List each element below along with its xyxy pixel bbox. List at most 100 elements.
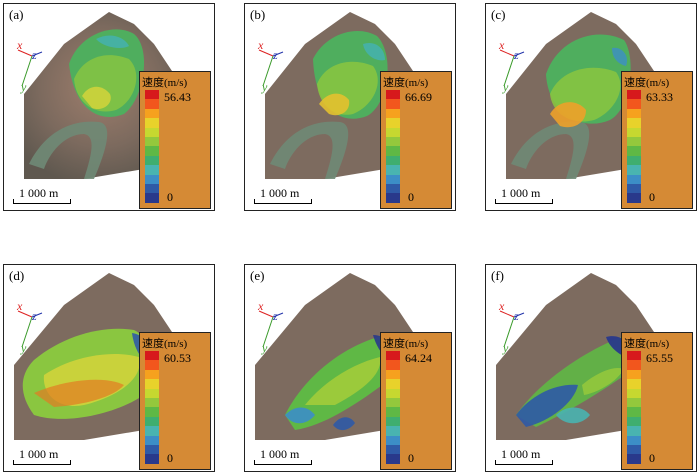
color-ramp-step — [386, 146, 400, 156]
color-ramp-step — [386, 397, 400, 408]
legend-min-value: 0 — [408, 190, 414, 204]
legend-title: 速度(m/s) — [624, 77, 670, 89]
panel-label: (b) — [250, 7, 266, 22]
color-ramp-step — [627, 146, 641, 156]
panel-label: (e) — [250, 268, 265, 283]
color-ramp-step — [627, 454, 641, 464]
color-ramp-step — [386, 351, 400, 361]
color-ramp-step — [145, 183, 159, 194]
scale-line — [13, 199, 71, 204]
color-ramp-step — [386, 90, 400, 100]
color-ramp-step — [386, 99, 400, 109]
color-ramp-step — [145, 416, 159, 427]
color-ramp — [386, 351, 400, 464]
color-ramp-step — [386, 360, 400, 370]
color-ramp — [145, 90, 159, 203]
velocity-legend: 速度(m/s) 63.33 0 — [621, 71, 693, 209]
legend-min-value: 0 — [167, 190, 173, 204]
scale-bar: 1 000 m — [495, 186, 553, 206]
color-ramp-step — [386, 183, 400, 194]
color-ramp-step — [145, 174, 159, 184]
axis-z-label: z — [514, 309, 519, 323]
color-ramp-step — [145, 136, 159, 147]
color-ramp-step — [145, 426, 159, 436]
axis-arrows-icon — [17, 310, 43, 348]
color-ramp-step — [386, 454, 400, 464]
scale-label: 1 000 m — [501, 447, 541, 461]
scale-bar: 1 000 m — [13, 186, 71, 206]
color-ramp-step — [145, 435, 159, 445]
axis-triad: x z y — [12, 38, 58, 96]
color-ramp-step — [386, 407, 400, 417]
legend-min-value: 0 — [167, 451, 173, 465]
color-ramp — [627, 90, 641, 203]
axis-y-label: y — [503, 341, 509, 355]
velocity-legend: 速度(m/s) 60.53 0 — [139, 332, 211, 470]
axis-x-label: x — [258, 38, 264, 52]
legend-title: 速度(m/s) — [383, 77, 429, 89]
color-ramp-step — [627, 435, 641, 445]
scale-bar: 1 000 m — [254, 447, 312, 467]
color-ramp-step — [386, 108, 400, 119]
color-ramp-step — [145, 360, 159, 370]
panel-a: (a) x z y 速度(m/s) 56.43 0 1 000 m — [3, 3, 215, 211]
color-ramp-step — [386, 444, 400, 455]
color-ramp-step — [627, 407, 641, 417]
color-ramp-step — [386, 193, 400, 203]
color-ramp — [386, 90, 400, 203]
color-ramp-step — [627, 108, 641, 119]
color-ramp-step — [386, 155, 400, 166]
legend-max-value: 65.55 — [646, 351, 673, 365]
color-ramp-step — [145, 118, 159, 128]
legend-max-value: 64.24 — [405, 351, 432, 365]
color-ramp-step — [627, 127, 641, 137]
color-ramp-step — [627, 136, 641, 147]
axis-arrows-icon — [17, 49, 43, 87]
legend-title: 速度(m/s) — [142, 77, 188, 89]
panel-b: (b) x z y 速度(m/s) 66.69 0 1 000 m — [244, 3, 456, 211]
velocity-legend: 速度(m/s) 65.55 0 — [621, 332, 693, 470]
axis-x-label: x — [499, 299, 505, 313]
scale-label: 1 000 m — [19, 447, 59, 461]
color-ramp-step — [145, 388, 159, 398]
axis-y-label: y — [21, 80, 27, 94]
axis-x-label: x — [499, 38, 505, 52]
color-ramp-step — [145, 127, 159, 137]
color-ramp-step — [627, 388, 641, 398]
axis-z-label: z — [273, 309, 278, 323]
axis-triad: x z y — [253, 299, 299, 357]
axis-x-label: x — [258, 299, 264, 313]
color-ramp-step — [386, 426, 400, 436]
color-ramp-step — [145, 351, 159, 361]
axis-arrows-icon — [499, 310, 525, 348]
color-ramp-step — [145, 379, 159, 389]
scale-label: 1 000 m — [260, 186, 300, 200]
panel-c: (c) x z y 速度(m/s) 63.33 0 1 000 m — [485, 3, 697, 211]
color-ramp-step — [145, 444, 159, 455]
color-ramp-step — [145, 397, 159, 408]
color-ramp-step — [386, 136, 400, 147]
panel-label: (a) — [9, 7, 24, 22]
legend-max-value: 60.53 — [164, 351, 191, 365]
terrain-image — [24, 12, 194, 179]
color-ramp-step — [386, 388, 400, 398]
color-ramp-step — [386, 165, 400, 175]
color-ramp-step — [627, 90, 641, 100]
axis-y-label: y — [262, 341, 268, 355]
scale-line — [495, 199, 553, 204]
axis-y-label: y — [262, 80, 268, 94]
panel-d: (d) x z y 速度(m/s) 60.53 0 1 000 m — [3, 264, 215, 472]
color-ramp-step — [145, 99, 159, 109]
scale-bar: 1 000 m — [13, 447, 71, 467]
legend-title: 速度(m/s) — [142, 338, 188, 350]
color-ramp-step — [627, 165, 641, 175]
color-ramp-step — [627, 118, 641, 128]
legend-max-value: 66.69 — [405, 90, 432, 104]
scale-bar: 1 000 m — [254, 186, 312, 206]
axis-z-label: z — [32, 309, 37, 323]
color-ramp-step — [145, 454, 159, 464]
color-ramp-step — [145, 193, 159, 203]
legend-title: 速度(m/s) — [383, 338, 429, 350]
color-ramp-step — [145, 369, 159, 380]
color-ramp-step — [386, 435, 400, 445]
